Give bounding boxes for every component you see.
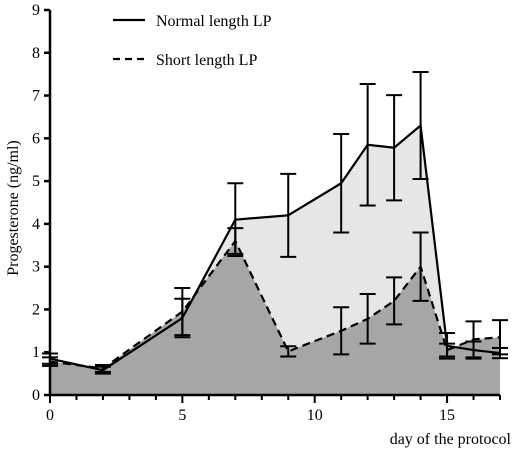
legend-label-normal: Normal length LP [156,13,272,30]
error-bar-normal-6 [359,83,376,207]
y-tick-label: 9 [32,2,40,19]
y-tick-label: 3 [32,259,40,276]
error-bar-short-8 [412,231,429,302]
axes [48,10,500,397]
series-line-normal [49,123,501,372]
error-bar-short-10 [465,320,482,359]
x-tick-label: 10 [307,407,323,424]
error-bar-normal-5 [333,133,350,234]
error-bar-short-2 [174,287,191,337]
x-tick-label: 0 [46,407,54,424]
y-tick-label: 8 [32,45,40,62]
ticks: 0 1 2 3 4 5 6 7 8 9 0 5 10 15 [32,2,501,424]
y-tick-label: 4 [32,216,40,233]
error-bar-normal-4 [280,172,297,258]
y-tick-label: 0 [32,387,40,404]
y-tick-label: 5 [32,173,40,190]
error-bar-normal-8 [412,71,429,180]
error-bar-short-3 [227,227,244,255]
y-tick-label: 2 [32,301,40,318]
error-bar-short-1 [94,364,111,373]
error-bar-short-4 [280,345,297,358]
series-lines [49,123,501,372]
x-tick-label: 5 [178,407,186,424]
y-tick-label: 1 [32,344,40,361]
y-axis-title: Progesterone (ng/ml) [5,140,22,276]
area-fills [50,125,500,395]
area-fill-short [50,241,500,395]
x-axis-title: day of the protocol [390,431,512,448]
error-bar-short-6 [359,293,376,345]
legend: Normal length LP Short length LP [113,13,272,69]
legend-label-short: Short length LP [156,52,257,69]
error-bar-short-9 [439,342,456,358]
y-tick-label: 7 [32,88,40,105]
error-bar-short-11 [492,319,508,356]
series-line-short [49,238,501,370]
error-bars [42,71,508,375]
error-bar-short-7 [386,276,403,326]
x-tick-label: 15 [439,407,455,424]
error-bar-short-5 [333,306,350,356]
error-bar-normal-7 [386,94,403,202]
y-tick-label: 6 [32,130,40,147]
